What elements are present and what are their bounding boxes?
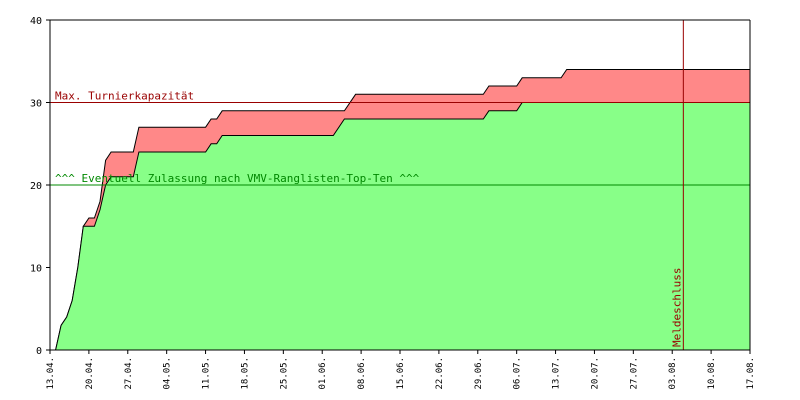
x-tick-label: 04.05. bbox=[163, 357, 173, 390]
x-tick-label: 25.05. bbox=[279, 357, 289, 390]
x-tick-label: 15.06. bbox=[396, 357, 406, 390]
x-tick-label: 01.06. bbox=[318, 357, 328, 390]
area-admitted bbox=[55, 102, 751, 350]
x-tick-label: 13.07. bbox=[552, 357, 562, 390]
y-tick-label: 0 bbox=[36, 346, 42, 357]
area-series bbox=[55, 69, 751, 351]
y-tick-label: 20 bbox=[30, 181, 42, 192]
ref-label-y-1: ^^^ Eventuell Zulassung nach VMV-Ranglis… bbox=[55, 172, 420, 185]
x-tick-label: 13.04. bbox=[46, 357, 56, 390]
reference-lines: Max. Turnierkapazität ^^^ Eventuell Zulas… bbox=[50, 20, 750, 350]
x-tick-label: 08.06. bbox=[357, 357, 367, 390]
x-axis: 13.04. 20.04. 27.04. 04.05. 11.05. 18.05. 25.0… bbox=[46, 350, 756, 390]
x-tick-label: 17.08. bbox=[746, 357, 756, 390]
y-tick-label: 30 bbox=[30, 99, 42, 110]
x-tick-label: 06.07. bbox=[513, 357, 523, 390]
x-tick-label: 03.08. bbox=[668, 357, 678, 390]
x-tick-label: 20.07. bbox=[590, 357, 600, 390]
ref-label-x-2: Meldeschluss bbox=[670, 268, 683, 347]
x-tick-label: 20.04. bbox=[85, 357, 95, 390]
x-tick-label: 11.05. bbox=[202, 357, 212, 390]
x-tick-label: 10.08. bbox=[707, 357, 717, 390]
line-admitted bbox=[55, 102, 750, 351]
ref-label-y-0: Max. Turnierkapazität bbox=[55, 90, 194, 103]
x-tick-label: 27.07. bbox=[629, 357, 639, 390]
x-tick-label: 27.04. bbox=[124, 357, 134, 390]
x-tick-label: 22.06. bbox=[435, 357, 445, 390]
y-tick-label: 10 bbox=[30, 264, 42, 275]
x-tick-label: 29.06. bbox=[474, 357, 484, 390]
y-tick-label: 40 bbox=[30, 16, 42, 27]
y-axis: 0 10 20 30 40 bbox=[30, 16, 50, 357]
x-tick-label: 18.05. bbox=[240, 357, 250, 390]
